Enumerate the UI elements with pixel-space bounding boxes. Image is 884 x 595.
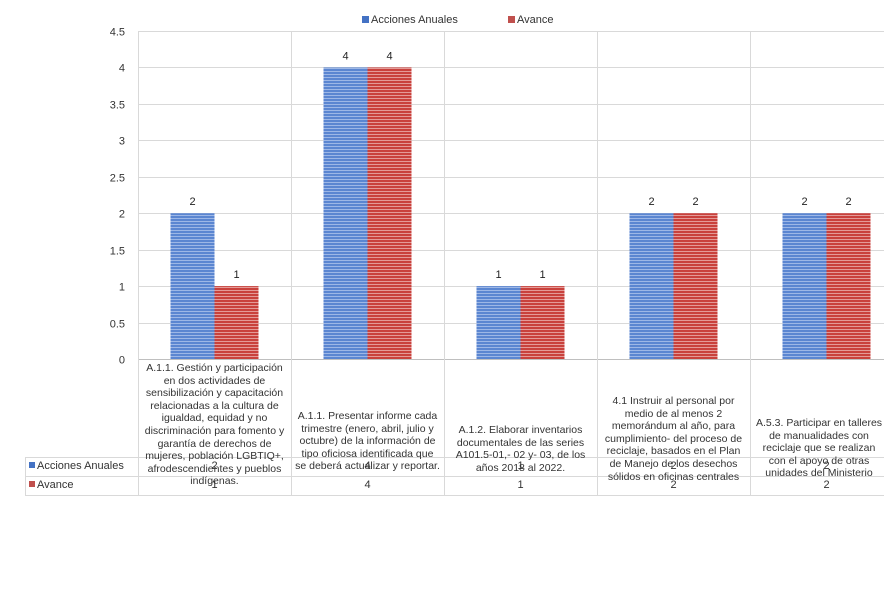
data-label-acciones-4: 2 <box>801 196 807 208</box>
table-cell-1-4: 2 <box>823 479 830 491</box>
legend-label-0: Acciones Anuales <box>371 14 458 26</box>
y-tick-label-3: 1.5 <box>110 246 125 258</box>
table-row-key-0: Acciones Anuales <box>29 457 124 475</box>
bar-avance-3 <box>673 213 718 359</box>
bar-avance-2 <box>520 286 565 359</box>
table-cell-0-0: 2 <box>211 460 218 472</box>
table-cell-0-1: 4 <box>364 460 371 472</box>
y-tick-label-6: 3 <box>119 136 125 148</box>
y-tick-label-8: 4 <box>119 63 125 75</box>
data-label-avance-4: 2 <box>845 196 851 208</box>
y-tick-label-0: 0 <box>119 355 125 367</box>
data-label-avance-2: 1 <box>539 269 545 281</box>
table-cell-1-3: 2 <box>670 479 677 491</box>
data-label-avance-3: 2 <box>692 196 698 208</box>
y-tick-label-2: 1 <box>119 282 125 294</box>
y-tick-label-4: 2 <box>119 209 125 221</box>
category-label-2: A.1.2. Elaborar inventarios documentales… <box>455 424 586 474</box>
table-cell-1-1: 4 <box>364 479 371 491</box>
table-row-key-1: Avance <box>29 476 74 494</box>
category-label-4: A.5.3. Participar en talleres de manuali… <box>755 417 883 480</box>
category-label-0: A.1.1. Gestión y participación en dos ac… <box>144 362 285 488</box>
bar-acciones-1 <box>323 67 368 359</box>
bar-avance-1 <box>367 67 412 359</box>
bar-acciones-4 <box>782 213 827 359</box>
table-cell-1-2: 1 <box>517 479 524 491</box>
y-tick-label-7: 3.5 <box>110 100 125 112</box>
table-cell-0-2: 1 <box>517 460 524 472</box>
y-tick-label-1: 0.5 <box>110 319 125 331</box>
data-label-acciones-3: 2 <box>648 196 654 208</box>
table-cell-0-3: 2 <box>670 460 677 472</box>
data-label-acciones-0: 2 <box>189 196 195 208</box>
category-label-3: 4.1 Instruir al personal por medio de al… <box>604 395 743 483</box>
legend-label-1: Avance <box>517 14 554 26</box>
table-swatch-0 <box>29 462 35 468</box>
table-swatch-1 <box>29 481 35 487</box>
bar-acciones-2 <box>476 286 521 359</box>
bar-acciones-3 <box>629 213 674 359</box>
table-cell-1-0: 1 <box>211 479 218 491</box>
data-label-acciones-2: 1 <box>495 269 501 281</box>
legend-swatch-1 <box>508 16 515 23</box>
legend-swatch-0 <box>362 16 369 23</box>
data-label-avance-0: 1 <box>233 269 239 281</box>
data-label-acciones-1: 4 <box>342 50 348 62</box>
table-cell-0-4: 2 <box>823 460 830 472</box>
bar-acciones-0 <box>170 213 215 359</box>
bar-avance-0 <box>214 286 259 359</box>
table-row-label-1: Avance <box>37 479 74 491</box>
data-label-avance-1: 4 <box>386 50 392 62</box>
y-tick-label-9: 4.5 <box>110 27 125 39</box>
bar-avance-4 <box>826 213 871 359</box>
y-tick-label-5: 2.5 <box>110 173 125 185</box>
category-label-1: A.1.1. Presentar informe cada trimestre … <box>295 410 440 473</box>
table-row-label-0: Acciones Anuales <box>37 460 124 472</box>
